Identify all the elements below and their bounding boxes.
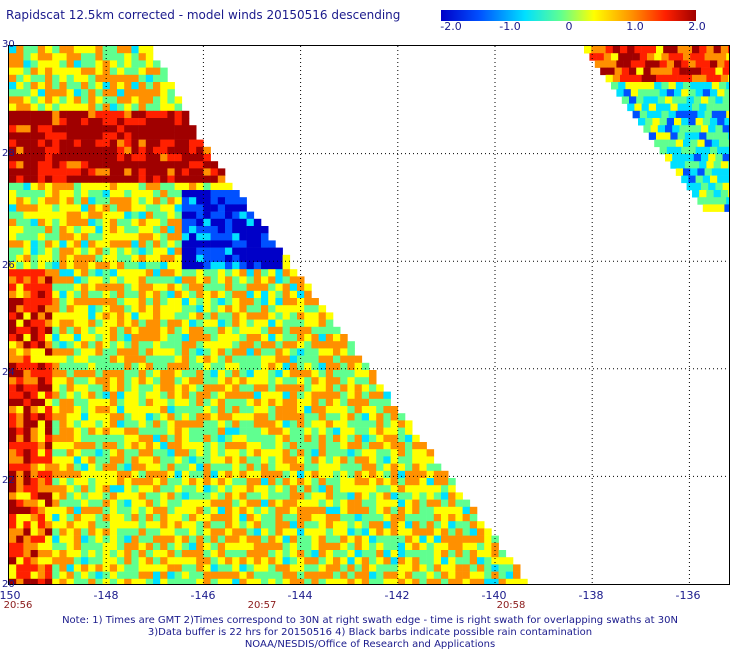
colorbar-label: 1.0 — [626, 20, 644, 33]
y-tick-label: 24 — [2, 367, 15, 378]
time-label: 20:56 — [3, 600, 33, 611]
x-tick-label: -146 — [190, 589, 216, 602]
y-tick-label: 26 — [2, 260, 15, 271]
chart-title: Rapidscat 12.5km corrected - model winds… — [6, 8, 401, 22]
x-tick-label: -148 — [93, 589, 119, 602]
colorbar-label: -2.0 — [440, 20, 462, 33]
colorbar-label: 2.0 — [688, 20, 706, 33]
wind-difference-map — [9, 46, 729, 584]
time-label: 20:57 — [247, 600, 277, 611]
y-tick-label: 20 — [2, 579, 15, 590]
time-label: 20:58 — [496, 600, 526, 611]
x-tick-label: -142 — [384, 589, 410, 602]
colorbar-label: -1.0 — [499, 20, 521, 33]
y-tick-label: 30 — [2, 39, 15, 50]
colorbar — [441, 10, 696, 21]
graticule — [9, 46, 729, 584]
colorbar-label: 0 — [565, 20, 573, 33]
y-tick-label: 22 — [2, 475, 15, 486]
footnote-line: NOAA/NESDIS/Office of Research and Appli… — [244, 639, 496, 650]
y-tick-label: 28 — [2, 148, 15, 159]
x-tick-label: -144 — [287, 589, 313, 602]
footnote-line: Note: 1) Times are GMT 2)Times correspon… — [62, 615, 678, 626]
swath-cells — [9, 46, 729, 584]
x-tick-label: -140 — [481, 589, 507, 602]
map-plot-area — [8, 45, 730, 585]
x-tick-label: -150 — [0, 589, 21, 602]
x-tick-label: -136 — [675, 589, 701, 602]
x-tick-label: -138 — [578, 589, 604, 602]
footnote-line: 3)Data buffer is 22 hrs for 20150516 4) … — [147, 627, 593, 638]
